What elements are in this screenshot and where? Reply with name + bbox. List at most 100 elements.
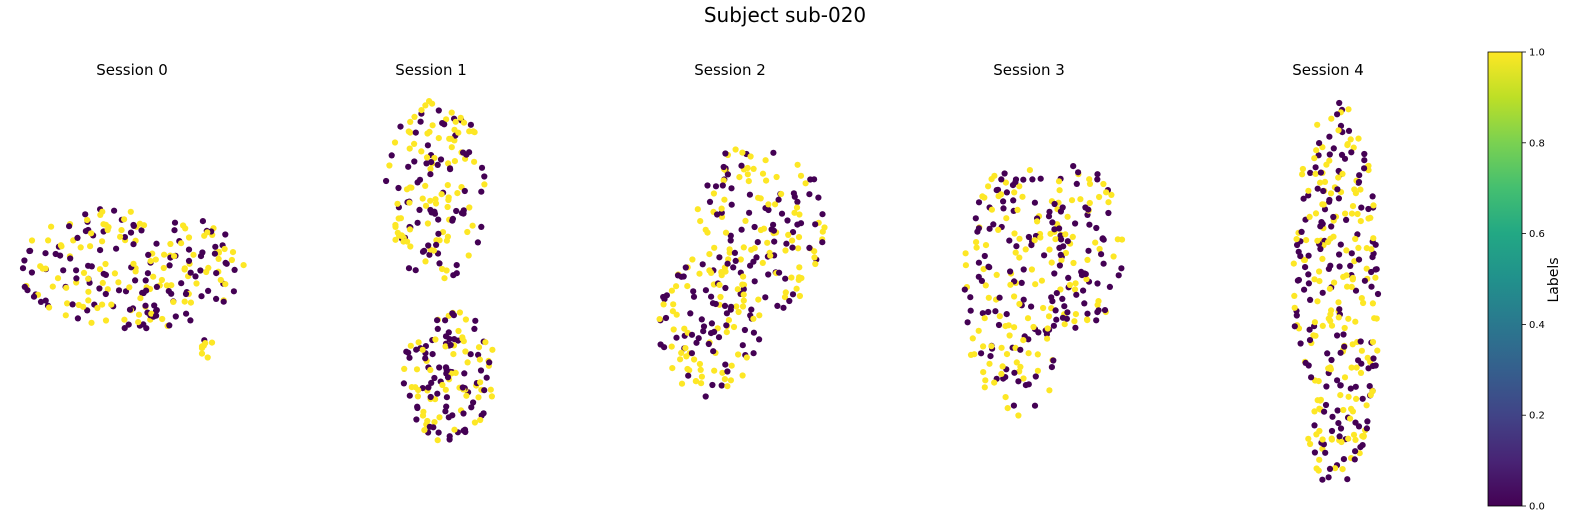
scatter-point — [739, 372, 746, 379]
scatter-point — [130, 241, 137, 248]
scatter-point — [418, 148, 425, 155]
scatter-point — [100, 221, 107, 228]
scatter-point — [1355, 135, 1362, 142]
scatter-point — [104, 286, 111, 293]
scatter-point — [419, 195, 426, 202]
scatter-point — [972, 215, 979, 222]
scatter-point — [982, 377, 989, 384]
scatter-point — [778, 190, 785, 198]
scatter-point — [1056, 244, 1063, 251]
scatter-point — [411, 140, 418, 147]
scatter-point — [993, 187, 1000, 194]
scatter-point — [735, 308, 742, 316]
scatter-point — [1100, 236, 1107, 243]
scatter-point — [1317, 169, 1324, 176]
scatter-point — [975, 225, 983, 232]
scatter-point — [741, 326, 749, 334]
scatter-point — [1313, 465, 1320, 472]
scatter-point — [795, 245, 802, 252]
scatter-point — [1059, 204, 1066, 211]
scatter-point — [1301, 256, 1308, 264]
scatter-point — [422, 102, 429, 109]
scatter-point — [1355, 357, 1362, 364]
scatter-point — [1357, 444, 1364, 451]
scatter-point — [1320, 187, 1327, 195]
scatter-point — [669, 365, 676, 372]
scatter-point — [1316, 268, 1323, 275]
scatter-point — [718, 272, 725, 279]
scatter-point — [770, 227, 778, 234]
scatter-point — [995, 321, 1003, 329]
scatter-point — [773, 173, 780, 181]
scatter-point — [87, 243, 94, 250]
scatter-point — [975, 199, 983, 206]
scatter-point — [1291, 323, 1298, 330]
scatter-point — [428, 209, 435, 216]
scatter-point — [412, 267, 419, 274]
colorbar-tick-label: 1.0 — [1529, 48, 1545, 59]
scatter-point — [1064, 309, 1071, 316]
scatter-point — [435, 230, 442, 237]
scatter-point — [165, 288, 172, 295]
scatter-point — [1341, 374, 1349, 381]
scatter-point — [1365, 365, 1372, 372]
scatter-point — [435, 107, 442, 114]
scatter-point — [1312, 164, 1319, 171]
scatter-point — [222, 259, 229, 266]
scatter-point — [728, 185, 735, 192]
scatter-point — [1307, 440, 1314, 448]
scatter-point — [1291, 292, 1298, 299]
scatter-point — [1073, 291, 1080, 298]
scatter-point — [788, 274, 795, 281]
scatter-point — [1311, 449, 1318, 456]
scatter-point — [442, 408, 449, 415]
scatter-point — [171, 227, 178, 234]
scatter-point — [1020, 176, 1027, 183]
scatter-point — [961, 286, 968, 293]
scatter-panel-1: Session 1 — [383, 61, 496, 444]
scatter-point — [1046, 246, 1053, 253]
scatter-point — [388, 152, 395, 159]
scatter-point — [1328, 223, 1335, 230]
scatter-point — [1086, 176, 1093, 183]
scatter-point — [738, 162, 745, 169]
scatter-point — [1314, 298, 1321, 305]
scatter-point — [683, 353, 690, 360]
scatter-point — [460, 410, 467, 417]
scatter-point — [406, 226, 414, 233]
scatter-point — [1028, 266, 1035, 273]
scatter-point — [1319, 322, 1326, 329]
scatter-point — [1294, 277, 1301, 284]
scatter-point — [793, 204, 801, 211]
scatter-point — [684, 365, 691, 373]
scatter-point — [702, 287, 710, 294]
scatter-point — [772, 201, 779, 208]
scatter-point — [985, 294, 992, 301]
scatter-panel-2: Session 2 — [656, 61, 828, 400]
scatter-point — [1051, 200, 1058, 208]
scatter-point — [765, 201, 772, 208]
scatter-point — [1298, 228, 1305, 235]
scatter-point — [1348, 149, 1355, 156]
scatter-point — [706, 251, 713, 258]
scatter-point — [1045, 313, 1053, 320]
scatter-point — [187, 269, 194, 276]
scatter-point — [747, 262, 754, 269]
scatter-point — [435, 135, 442, 142]
scatter-point — [48, 223, 55, 230]
scatter-point — [1355, 178, 1363, 186]
scatter-point — [740, 244, 747, 251]
scatter-point — [54, 275, 62, 282]
scatter-point — [457, 114, 464, 121]
scatter-point — [793, 285, 800, 292]
scatter-point — [727, 237, 734, 244]
scatter-point — [414, 393, 421, 400]
scatter-point — [436, 260, 443, 267]
scatter-point — [182, 290, 190, 298]
scatter-point — [740, 291, 747, 298]
scatter-point — [1115, 272, 1122, 279]
colorbar-tick-label: 0.6 — [1529, 229, 1545, 240]
scatter-point — [1306, 337, 1314, 344]
scatter-point — [443, 394, 450, 401]
scatter-point — [1315, 378, 1322, 385]
